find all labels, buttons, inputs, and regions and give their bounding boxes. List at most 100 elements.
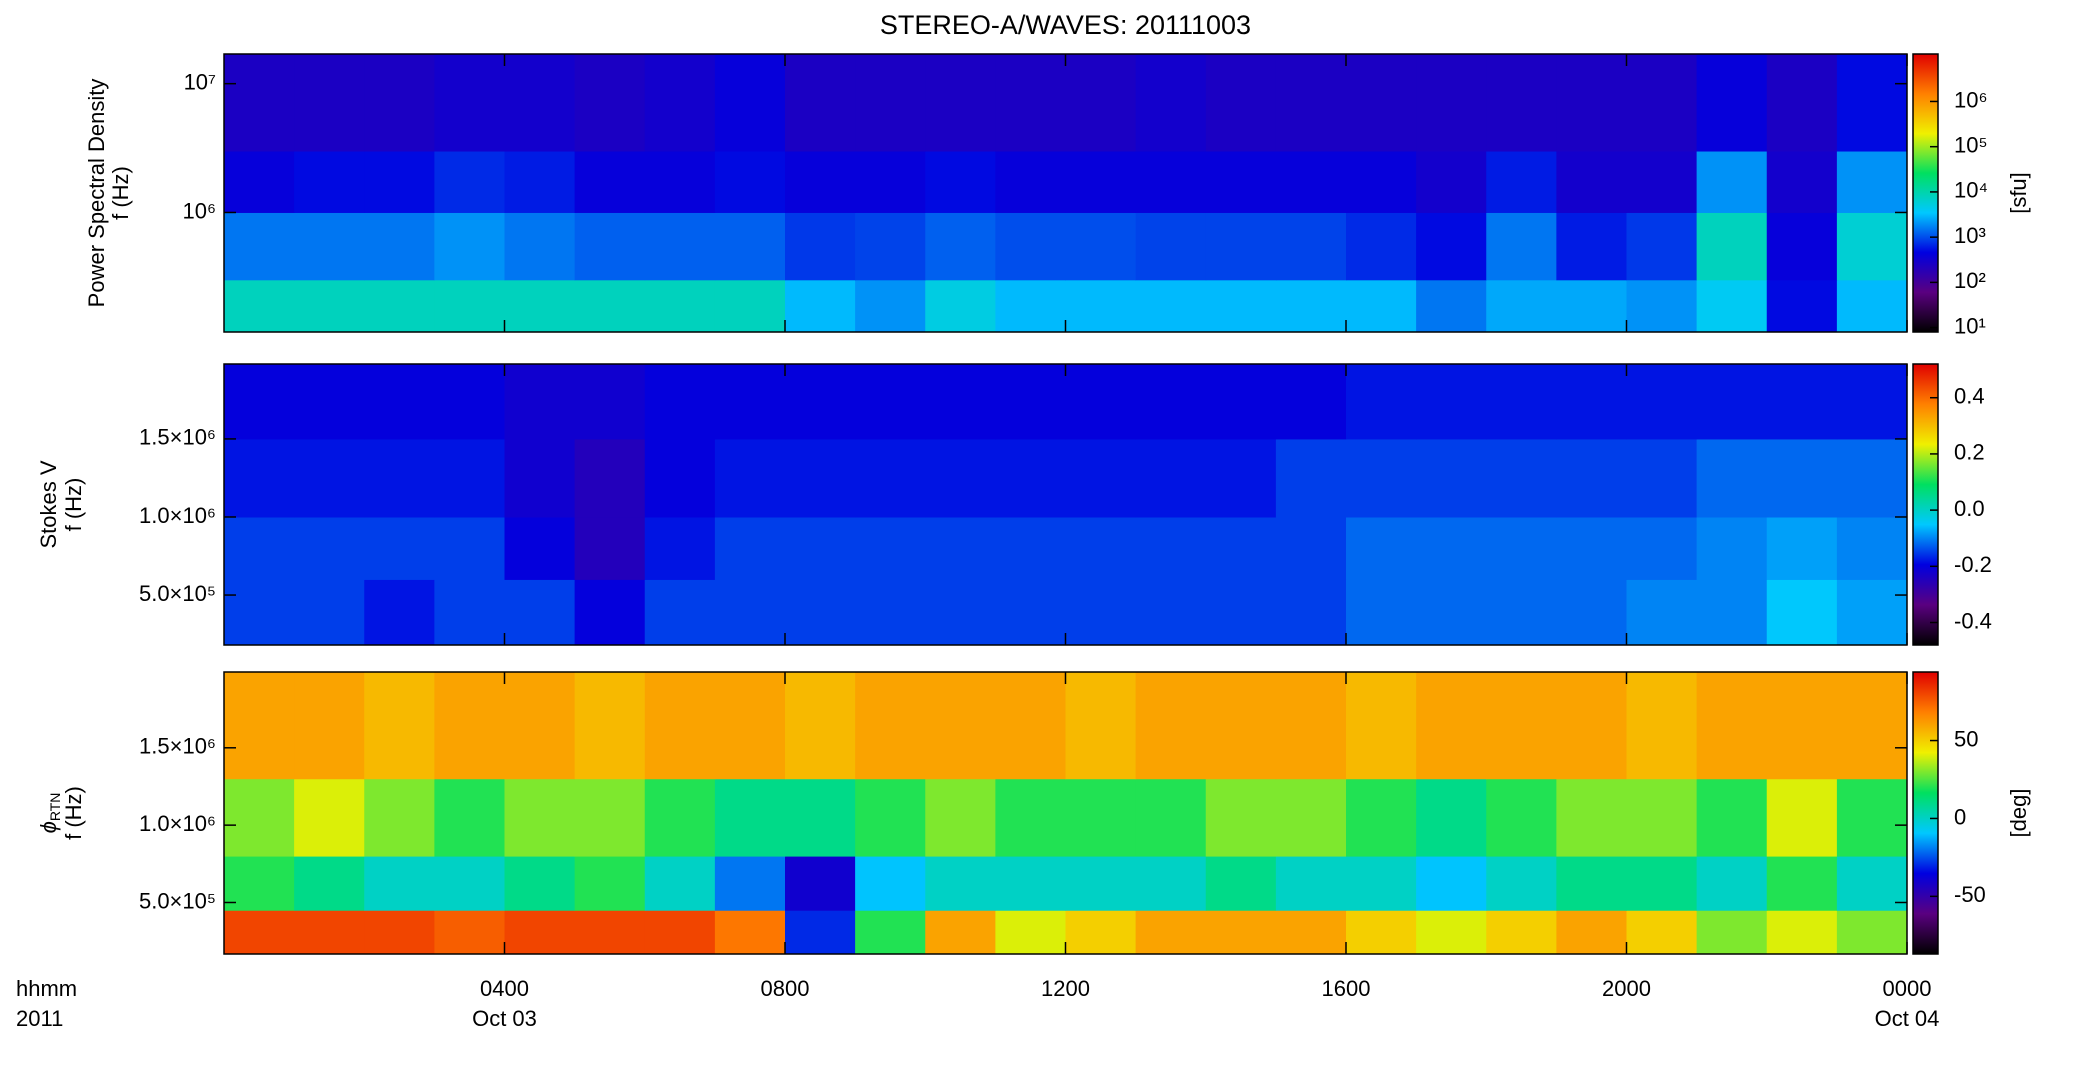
heatmap-cell [855, 672, 926, 780]
heatmap-cell [504, 910, 576, 955]
heatmap-cell [1065, 579, 1137, 646]
heatmap-cell [785, 212, 856, 281]
heatmap-cell [785, 438, 856, 518]
heatmap-cell [364, 910, 435, 955]
heatmap-cell [1556, 579, 1627, 646]
heatmap-cell [1275, 151, 1347, 213]
x-axis-label: 2011 [16, 1006, 63, 1031]
heatmap-cell [224, 579, 295, 646]
colorbar-tick-label: 10⁴ [1954, 178, 1988, 203]
heatmap-cell [1696, 910, 1768, 955]
colorbar-tick-label: 0.0 [1954, 496, 1985, 521]
heatmap-cell [855, 438, 926, 518]
heatmap-cell [714, 212, 786, 281]
heatmap-cell [504, 54, 576, 152]
heatmap-cell [714, 579, 786, 646]
heatmap-cell [995, 778, 1066, 857]
heatmap-cell [1556, 54, 1627, 152]
heatmap-cell [364, 672, 435, 780]
heatmap-cell [925, 151, 996, 213]
heatmap-cell [1696, 212, 1768, 281]
heatmap-cell [1626, 910, 1698, 955]
chart-title: STEREO-A/WAVES: 20111003 [880, 10, 1251, 40]
colorbar-tick-label: 0 [1954, 804, 1966, 829]
heatmap-cell [574, 438, 646, 518]
heatmap-cell [1696, 516, 1768, 580]
heatmap-cell [504, 778, 576, 857]
heatmap-cell [294, 778, 365, 857]
heatmap-cell [1416, 279, 1487, 333]
colorbar [1912, 671, 1939, 955]
heatmap-cell [714, 364, 786, 440]
heatmap-cell [574, 516, 646, 580]
heatmap-cell [294, 54, 365, 152]
heatmap-cell [574, 672, 646, 780]
heatmap-cell [995, 856, 1066, 911]
heatmap-cell [1416, 778, 1487, 857]
heatmap-cell [1275, 516, 1347, 580]
y-tick-label: 10⁶ [182, 198, 216, 223]
heatmap-cell [785, 54, 856, 152]
heatmap-cell [644, 672, 716, 780]
heatmap-cell [364, 516, 435, 580]
heatmap-cell [1766, 516, 1838, 580]
heatmap-cell [1486, 910, 1557, 955]
heatmap-cell [294, 516, 365, 580]
heatmap-cell [925, 910, 996, 955]
heatmap-cell [1766, 438, 1838, 518]
heatmap-cell [1346, 54, 1417, 152]
x-tick-label: 1200 [1041, 976, 1090, 1001]
colorbar-tick-label: 50 [1954, 726, 1978, 751]
heatmap-cell [1346, 910, 1417, 955]
heatmap-cell [995, 516, 1066, 580]
heatmap-cell [1416, 364, 1487, 440]
heatmap-cell [1065, 910, 1137, 955]
heatmap-cell [714, 54, 786, 152]
heatmap-cell [1696, 438, 1768, 518]
heatmap-cell [364, 579, 435, 646]
heatmap-cell [644, 438, 716, 518]
heatmap-cell [714, 151, 786, 213]
heatmap-cell [504, 438, 576, 518]
heatmap-cell [1205, 279, 1277, 333]
heatmap-cell [714, 910, 786, 955]
y-axis-label: Power Spectral Density [84, 79, 109, 308]
heatmap-cell [1205, 778, 1277, 857]
heatmap-cell [1486, 212, 1557, 281]
heatmap-cell [1836, 579, 1908, 646]
heatmap-cell [574, 279, 646, 333]
heatmap-cell [1696, 279, 1768, 333]
colorbar [1912, 53, 1939, 333]
heatmap-cell [1486, 151, 1557, 213]
heatmap-cell [714, 438, 786, 518]
heatmap-cell [1275, 910, 1347, 955]
heatmap-cell [364, 54, 435, 152]
heatmap-cell [1486, 279, 1557, 333]
heatmap-cell [1836, 438, 1908, 518]
heatmap-cell [574, 910, 646, 955]
heatmap-cell [1065, 438, 1137, 518]
heatmap-cell [1556, 856, 1627, 911]
x-tick-label: 1600 [1322, 976, 1371, 1001]
heatmap-cell [1486, 856, 1557, 911]
heatmap-cell [1836, 212, 1908, 281]
heatmap-cell [785, 279, 856, 333]
heatmap-cell [714, 672, 786, 780]
heatmap-cell [434, 579, 505, 646]
x-tick-label: 0400 [480, 976, 529, 1001]
heatmap-cell [364, 856, 435, 911]
heatmap-cell [1275, 856, 1347, 911]
heatmap-cell [1626, 672, 1698, 780]
colorbar-tick-label: -0.4 [1954, 608, 1992, 633]
heatmap-cell [1346, 212, 1417, 281]
heatmap-cell [574, 212, 646, 281]
heatmap-cell [1556, 516, 1627, 580]
heatmap-cell [644, 54, 716, 152]
heatmap-cell [294, 856, 365, 911]
heatmap-cell [1346, 151, 1417, 213]
heatmap-cell [1346, 856, 1417, 911]
heatmap-cell [294, 212, 365, 281]
heatmap-cell [1205, 364, 1277, 440]
x-date-label: Oct 04 [1875, 1006, 1940, 1031]
heatmap-cell [364, 279, 435, 333]
